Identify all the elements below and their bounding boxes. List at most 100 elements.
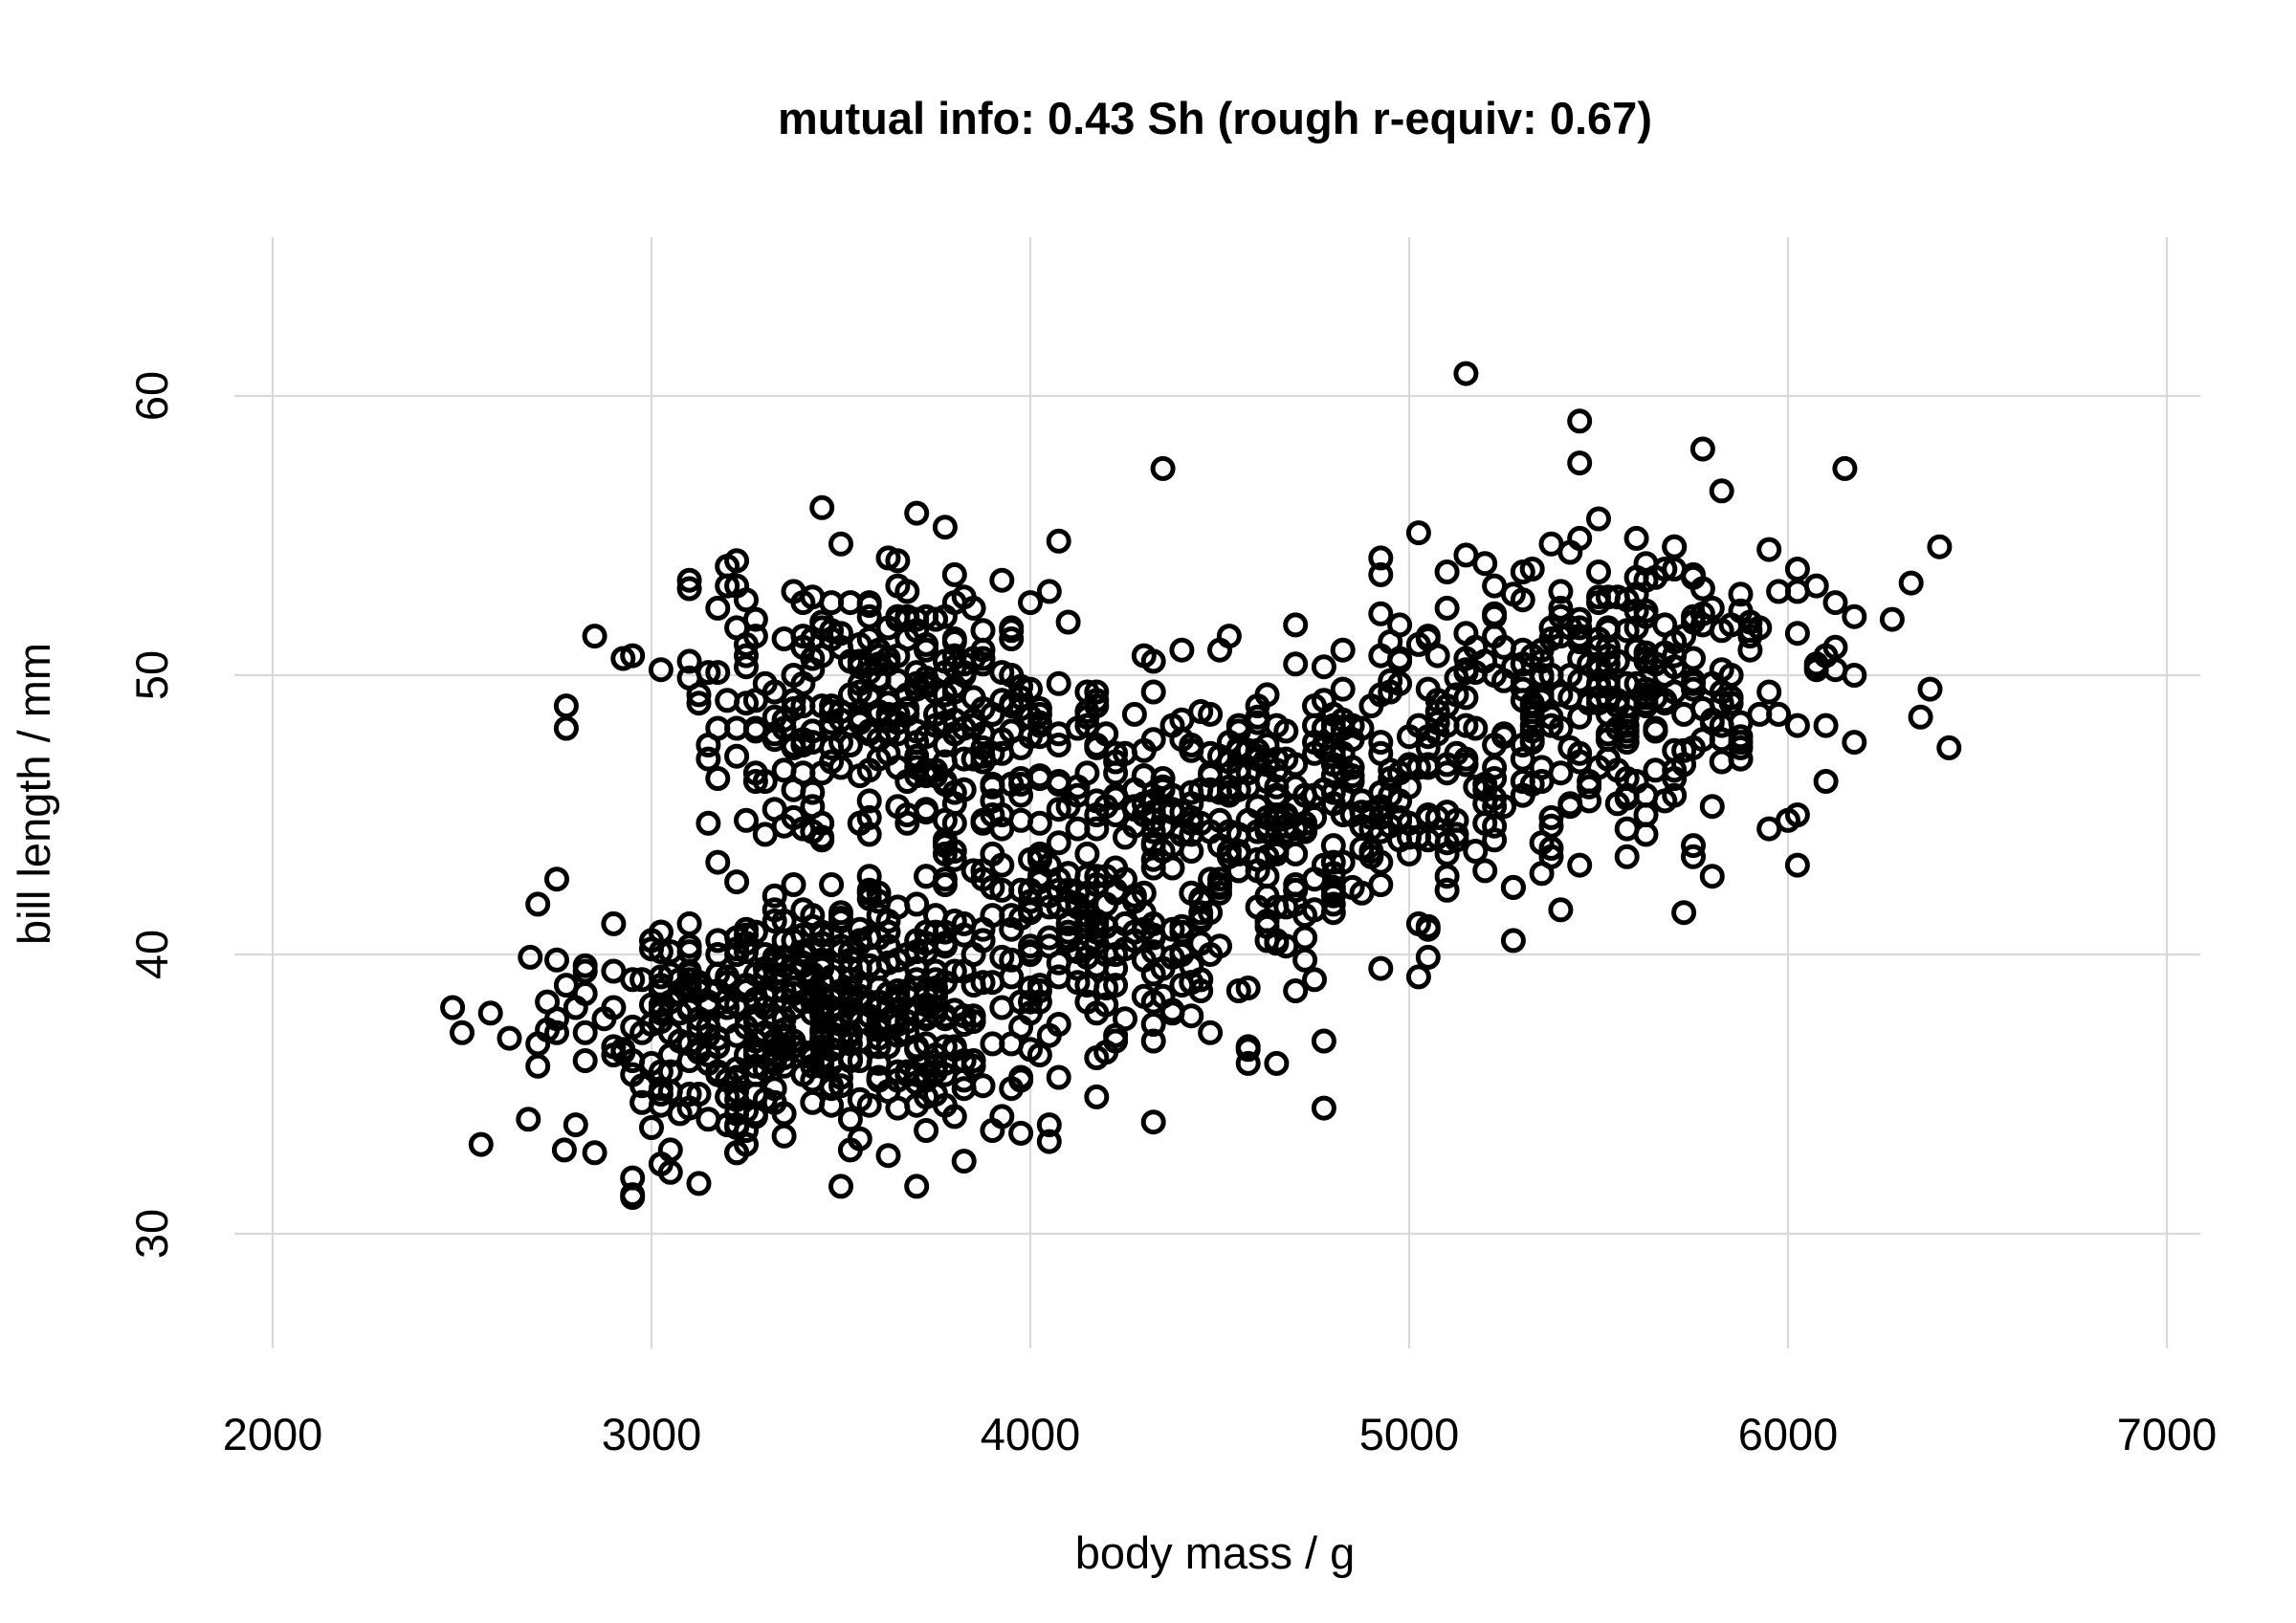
- data-point: [1548, 897, 1574, 923]
- data-point: [790, 727, 816, 753]
- data-point: [970, 651, 996, 677]
- data-point: [1046, 528, 1071, 554]
- data-point: [941, 721, 967, 747]
- data-point: [1245, 819, 1270, 844]
- data-point: [866, 727, 892, 753]
- data-point: [1055, 609, 1081, 635]
- data-point: [980, 874, 1005, 900]
- data-point: [819, 1092, 845, 1118]
- data-point: [781, 872, 806, 897]
- data-point: [875, 545, 901, 571]
- data-point: [1074, 841, 1100, 866]
- data-point: [1150, 455, 1176, 481]
- data-point: [477, 1000, 503, 1026]
- data-point: [790, 634, 816, 660]
- data-point: [705, 942, 731, 967]
- data-point: [676, 648, 702, 674]
- data-point: [828, 621, 853, 647]
- data-point: [1718, 691, 1744, 716]
- data-point: [1018, 1037, 1043, 1063]
- data-point: [1832, 455, 1858, 481]
- data-point: [951, 1149, 977, 1174]
- data-point: [610, 646, 636, 671]
- data-point: [601, 910, 627, 936]
- data-point: [941, 1104, 967, 1130]
- data-point: [951, 584, 977, 610]
- data-point: [1264, 774, 1290, 800]
- data-point: [1927, 534, 1953, 559]
- data-point: [771, 953, 797, 978]
- data-point: [1027, 701, 1052, 727]
- data-point: [1510, 688, 1535, 713]
- data-point: [752, 942, 778, 967]
- data-point: [1577, 774, 1602, 800]
- data-point: [1472, 551, 1498, 577]
- data-point: [1311, 1028, 1336, 1054]
- data-point: [582, 624, 607, 649]
- data-point: [1681, 603, 1706, 629]
- data-point: [781, 777, 806, 802]
- data-point: [875, 919, 901, 945]
- data-point: [1198, 1020, 1224, 1045]
- data-point: [762, 883, 787, 909]
- tick-labels: 2000 3000 4000 5000 6000 7000 30 40 50 60: [126, 371, 2217, 1459]
- data-point: [762, 1042, 787, 1068]
- data-point: [941, 791, 967, 817]
- data-point: [1169, 913, 1195, 939]
- data-point: [790, 897, 816, 923]
- data-point: [989, 567, 1015, 593]
- data-point: [1368, 545, 1394, 571]
- data-point: [837, 1107, 863, 1132]
- data-point: [1482, 601, 1508, 626]
- data-point: [705, 660, 731, 686]
- data-point: [1283, 651, 1309, 677]
- data-point: [742, 989, 768, 1015]
- data-point: [1074, 989, 1100, 1015]
- data-point: [1586, 590, 1611, 616]
- data-point: [1623, 525, 1649, 551]
- data-point: [1463, 839, 1489, 864]
- data-point: [657, 961, 683, 987]
- data-point: [1179, 970, 1204, 996]
- data-point: [1103, 973, 1129, 998]
- data-point: [1405, 964, 1431, 990]
- data-point: [1519, 557, 1545, 581]
- data-point: [1472, 648, 1498, 674]
- data-point: [639, 1115, 664, 1140]
- data-point: [885, 1095, 911, 1121]
- data-point: [790, 590, 816, 616]
- data-point: [1614, 844, 1640, 869]
- data-point: [1179, 880, 1204, 906]
- data-point: [914, 1050, 939, 1076]
- data-point: [676, 933, 702, 959]
- data-point: [989, 852, 1015, 878]
- data-point: [705, 928, 731, 954]
- data-point: [809, 494, 835, 520]
- data-point: [866, 699, 892, 724]
- data-point: [1254, 752, 1280, 778]
- data-point: [1368, 955, 1394, 981]
- data-point: [525, 891, 551, 917]
- data-point: [1245, 858, 1270, 884]
- data-point: [1046, 830, 1071, 856]
- data-point: [1633, 691, 1659, 716]
- data-point: [856, 886, 882, 911]
- data-point: [1519, 727, 1545, 753]
- chart-title: mutual info: 0.43 Sh (rough r-equiv: 0.6…: [778, 93, 1652, 143]
- data-point: [932, 603, 958, 629]
- data-point: [1179, 804, 1204, 830]
- data-point: [904, 928, 930, 954]
- data-point: [951, 1076, 977, 1102]
- data-point: [1216, 844, 1242, 869]
- data-point: [525, 1053, 551, 1079]
- data-point: [1302, 967, 1327, 993]
- data-point: [1368, 601, 1394, 626]
- data-point: [1159, 713, 1185, 738]
- data-point: [1567, 615, 1593, 641]
- data-point: [1822, 590, 1848, 616]
- data-point: [1614, 816, 1640, 842]
- data-point: [1472, 791, 1498, 817]
- data-point: [1586, 506, 1611, 532]
- data-point: [837, 733, 863, 757]
